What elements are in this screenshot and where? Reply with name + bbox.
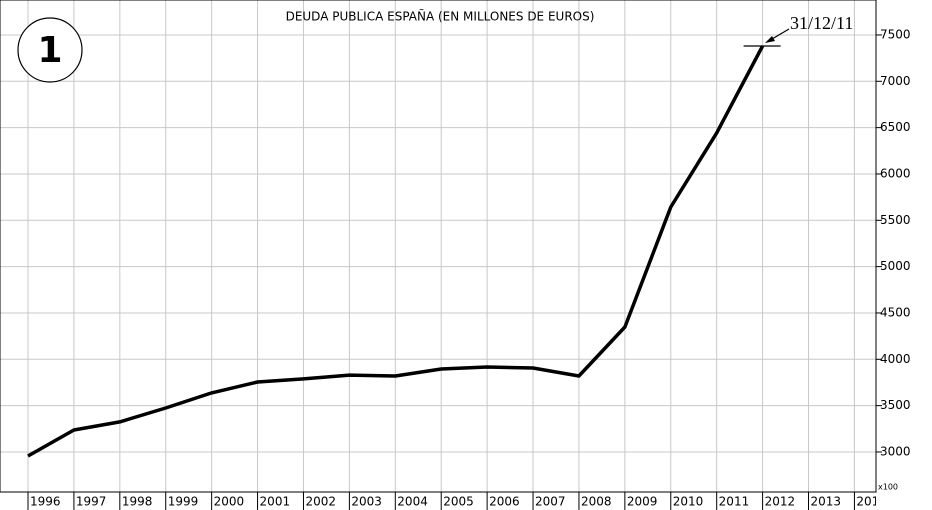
x-tick-label: 2014 [856, 495, 887, 509]
chart-title: DEUDA PUBLICA ESPAÑA (EN MILLONES DE EUR… [286, 9, 595, 24]
x-tick-label: 2007 [535, 495, 566, 509]
y-unit-label: x100 [878, 483, 898, 492]
x-tick-label: 2008 [581, 495, 612, 509]
x-tick-label: 2009 [627, 495, 658, 509]
y-tick-label: 7500 [880, 27, 911, 41]
annotation: 31/12/11 [790, 13, 853, 33]
x-tick-label: 2001 [260, 495, 291, 509]
y-tick-label: 5000 [880, 259, 911, 273]
x-tick-label: 2010 [673, 495, 704, 509]
x-tick-label: 1996 [30, 495, 61, 509]
plot-frame [0, 0, 877, 493]
y-tick-label: 6500 [880, 120, 911, 134]
x-tick-label: 1997 [76, 495, 107, 509]
y-tick-label: 3500 [880, 398, 911, 412]
x-tick-label: 1998 [122, 495, 153, 509]
y-tick-label: 5500 [880, 213, 911, 227]
x-tick-label: 2012 [765, 495, 796, 509]
data-line [27, 45, 765, 458]
x-tick-label: 1999 [168, 495, 199, 509]
x-tick-label: 2004 [397, 495, 428, 509]
x-tick-label: 2011 [719, 495, 750, 509]
y-tick-label: 4000 [880, 352, 911, 366]
y-tick-label: 6000 [880, 166, 911, 180]
x-tick-label: 2013 [811, 495, 842, 509]
x-tick-label: 2006 [489, 495, 520, 509]
x-tick-label: 2002 [305, 495, 336, 509]
x-tick-label: 2000 [214, 495, 245, 509]
y-tick-label: 3000 [880, 444, 911, 458]
panel-circle [17, 17, 83, 83]
panel-label: 1 [37, 30, 62, 71]
y-tick-label: 4500 [880, 305, 911, 319]
arrow-head [765, 36, 775, 43]
y-tick-label: 7000 [880, 74, 911, 88]
x-tick-label: 2003 [351, 495, 382, 509]
x-tick-label: 2005 [443, 495, 474, 509]
